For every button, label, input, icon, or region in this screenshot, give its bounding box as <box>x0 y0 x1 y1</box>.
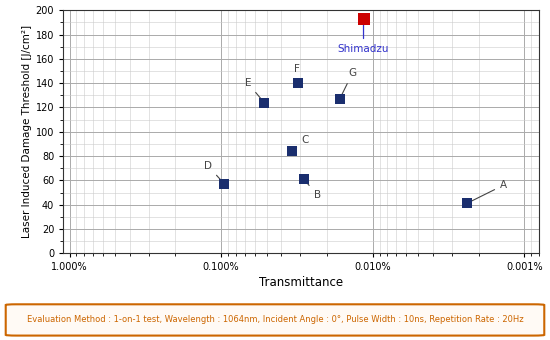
Text: D: D <box>204 161 223 182</box>
X-axis label: Transmittance: Transmittance <box>259 276 343 289</box>
Text: F: F <box>294 64 300 80</box>
Y-axis label: Laser Induced Damage Threshold [J/cm²]: Laser Induced Damage Threshold [J/cm²] <box>21 25 31 238</box>
Text: E: E <box>245 78 262 100</box>
Text: B: B <box>306 181 321 200</box>
Text: C: C <box>294 135 309 149</box>
FancyBboxPatch shape <box>6 304 544 336</box>
Text: G: G <box>341 68 356 97</box>
Text: A: A <box>469 180 507 202</box>
Text: Shimadzu: Shimadzu <box>338 21 389 54</box>
Text: Evaluation Method : 1-on-1 test, Wavelength : 1064nm, Incident Angle : 0°, Pulse: Evaluation Method : 1-on-1 test, Wavelen… <box>27 315 523 324</box>
